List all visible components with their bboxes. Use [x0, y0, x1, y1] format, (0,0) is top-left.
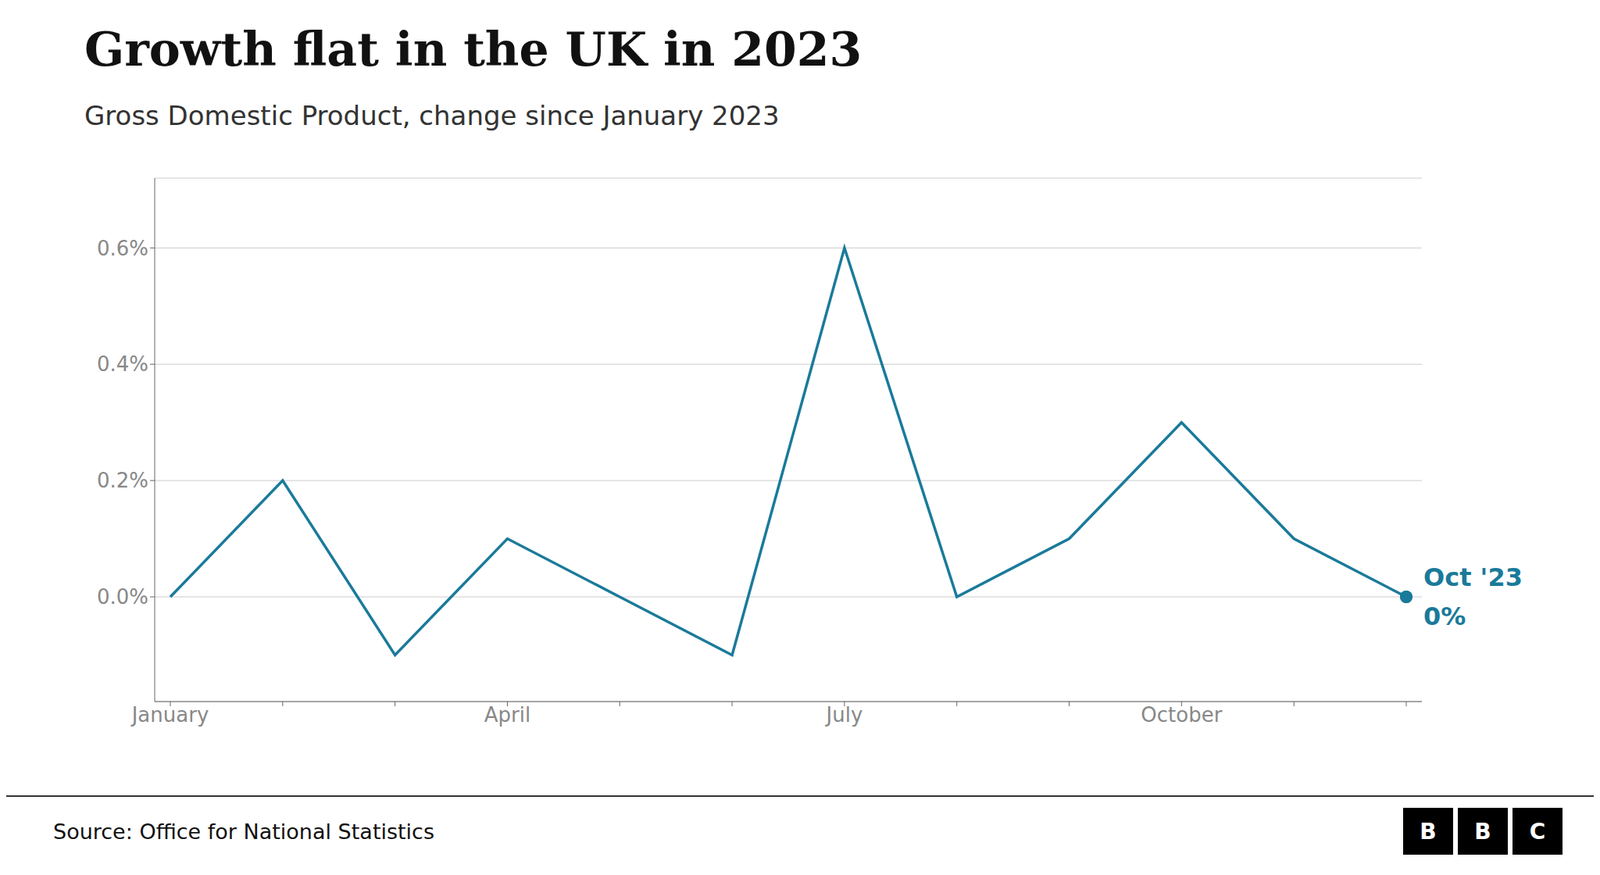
- svg-text:April: April: [484, 703, 531, 727]
- svg-text:Oct '23: Oct '23: [1423, 562, 1523, 593]
- html-text:B: B: [1474, 818, 1492, 845]
- html-text:C: C: [1529, 818, 1546, 845]
- svg-text:July: July: [825, 703, 864, 727]
- svg-text:October: October: [1140, 703, 1222, 727]
- svg-text:0.0%: 0.0%: [96, 585, 149, 609]
- html-text:Source: Office for National St: Source: Office for National Statistics: [53, 819, 435, 844]
- html-text:Gross Domestic Product, change: Gross Domestic Product, change since Jan…: [84, 100, 780, 132]
- svg-text:0.6%: 0.6%: [96, 236, 149, 261]
- svg-text:0%: 0%: [1423, 601, 1466, 632]
- svg-text:January: January: [130, 703, 210, 727]
- svg-text:0.2%: 0.2%: [96, 468, 149, 493]
- html-text:B: B: [1419, 818, 1437, 845]
- svg-text:0.4%: 0.4%: [96, 352, 149, 376]
- html-text:Growth flat in the UK in 2023: Growth flat in the UK in 2023: [84, 21, 862, 77]
